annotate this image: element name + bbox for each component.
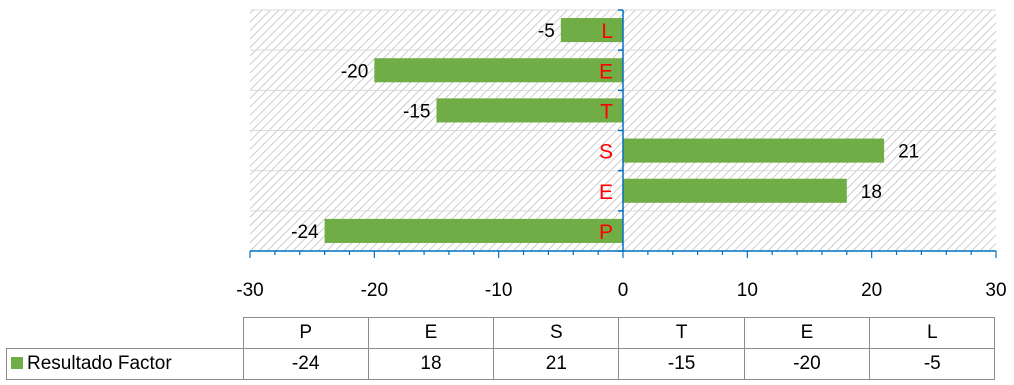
x-tick-label: -20 bbox=[361, 280, 388, 301]
bar bbox=[436, 98, 623, 123]
data-table-value: 18 bbox=[367, 348, 495, 380]
data-table-category: T bbox=[618, 317, 745, 349]
category-label: S bbox=[599, 141, 613, 164]
data-label: -5 bbox=[538, 21, 555, 42]
bar bbox=[623, 178, 847, 203]
data-table-value: -20 bbox=[743, 348, 871, 380]
category-label: E bbox=[599, 60, 613, 83]
data-table-value: -24 bbox=[242, 348, 369, 380]
data-label: 21 bbox=[898, 142, 919, 163]
data-table-category: L bbox=[869, 317, 996, 349]
x-tick-label: -10 bbox=[485, 280, 512, 301]
x-tick-label: -30 bbox=[236, 280, 263, 301]
bar bbox=[324, 218, 623, 243]
axes bbox=[249, 9, 997, 258]
x-tick-label: 10 bbox=[737, 280, 758, 301]
data-table-category: S bbox=[493, 317, 620, 349]
data-table-row: Resultado Factor -24 18 21 -15 -20 -5 bbox=[6, 348, 996, 380]
legend-swatch bbox=[11, 357, 23, 369]
data-table-category: E bbox=[743, 317, 871, 349]
data-table-category: E bbox=[367, 317, 495, 349]
bar bbox=[374, 58, 623, 83]
data-table-value: -5 bbox=[869, 348, 996, 380]
x-tick-label: 0 bbox=[618, 280, 629, 301]
category-label: E bbox=[599, 181, 613, 204]
data-table-value: -15 bbox=[618, 348, 745, 380]
legend-entry: Resultado Factor bbox=[6, 348, 244, 380]
data-label: 18 bbox=[861, 182, 882, 203]
category-label: L bbox=[601, 20, 613, 43]
data-label: -20 bbox=[341, 61, 368, 82]
bar bbox=[560, 18, 623, 43]
category-label: P bbox=[599, 221, 613, 244]
labels: P -24 E 18 S 21 T -15 E -20 L -5 -30 -20 -10 0 10 20 30 bbox=[236, 20, 1006, 301]
bar-chart: P -24 E 18 S 21 T -15 E -20 L -5 -30 -20 -10 0 10 20 30 bbox=[236, 9, 1007, 301]
legend-label: Resultado Factor bbox=[27, 353, 172, 374]
data-label: -15 bbox=[403, 101, 430, 122]
data-table-value: 21 bbox=[493, 348, 620, 380]
bars bbox=[324, 18, 885, 243]
data-table-corner bbox=[7, 318, 244, 349]
x-tick-label: 30 bbox=[985, 280, 1006, 301]
data-table-category: P bbox=[242, 317, 369, 349]
data-label: -24 bbox=[291, 222, 319, 243]
x-tick-label: 20 bbox=[861, 280, 882, 301]
category-label: T bbox=[600, 100, 613, 123]
bar bbox=[623, 138, 885, 163]
